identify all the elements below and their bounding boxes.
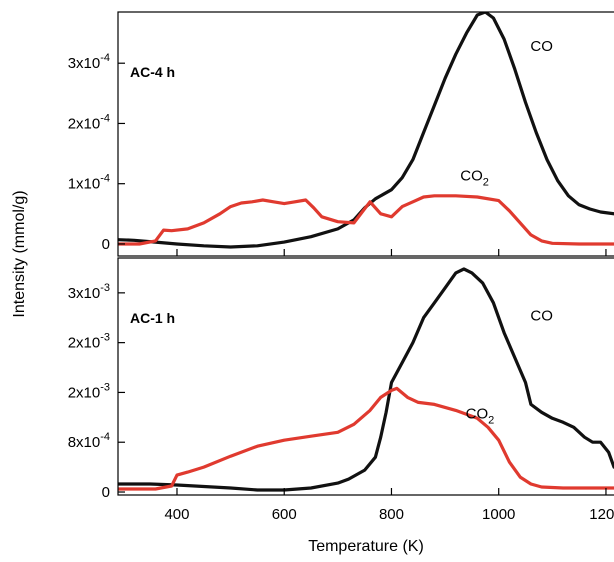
panel-2: 0 8x10-4 2x10-3 2x10-3 3x10-3 AC-1 h CO CO2 xyxy=(68,257,614,501)
y-tick-label: 3x10-4 xyxy=(68,52,110,72)
y-tick-label: 2x10-4 xyxy=(68,112,110,132)
y-tick-label: 0 xyxy=(102,236,110,253)
x-tick-label: 1000 xyxy=(482,506,515,523)
panel-1: 0 1x10-4 2x10-4 3x10-4 AC-4 h CO CO2 xyxy=(68,11,614,257)
series-annotation: CO2 xyxy=(460,168,489,189)
plot-frame xyxy=(117,257,614,496)
x-tick-label: 600 xyxy=(272,506,297,523)
x-tick-label: 800 xyxy=(379,506,404,523)
series-line-co xyxy=(118,267,614,492)
series-line-co2 xyxy=(118,194,614,246)
panel-label: AC-4 h xyxy=(130,64,175,80)
series-annotation: CO xyxy=(530,38,553,55)
y-tick-label: 8x10-4 xyxy=(68,431,110,451)
y-tick-label: 2x10-3 xyxy=(68,332,110,352)
x-tick-label: 1200 xyxy=(589,506,614,523)
series-annotation: CO2 xyxy=(466,405,495,426)
y-tick-label: 2x10-3 xyxy=(68,381,110,401)
y-axis-title: Intensity (mmol/g) xyxy=(11,190,28,317)
x-axis-title: Temperature (K) xyxy=(308,538,424,555)
series-line-co xyxy=(118,12,614,249)
x-tick-label: 400 xyxy=(164,506,189,523)
panel-label: AC-1 h xyxy=(130,310,175,326)
series-line-co2 xyxy=(118,386,614,491)
series-annotation: CO xyxy=(530,308,553,325)
y-tick-label: 0 xyxy=(102,484,110,501)
y-tick-label: 1x10-4 xyxy=(68,173,110,193)
y-tick-label: 3x10-3 xyxy=(68,282,110,302)
plot-frame xyxy=(117,11,614,257)
